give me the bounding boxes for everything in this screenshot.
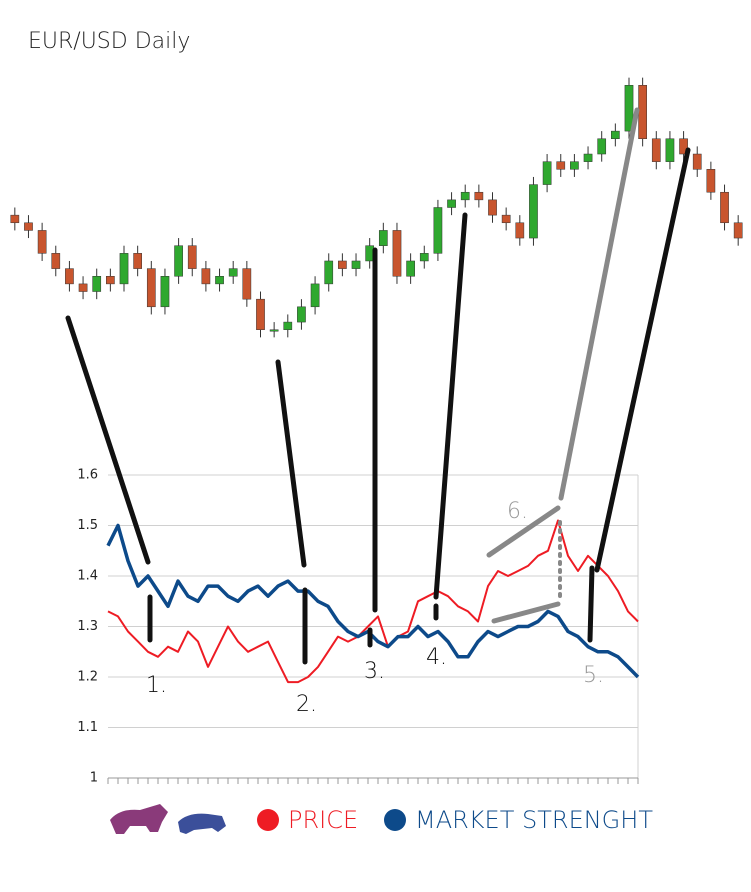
candle-body [119, 253, 129, 285]
candle-body [447, 199, 456, 208]
candle-body [133, 253, 143, 269]
candle-body [474, 191, 484, 201]
candle-body [610, 130, 620, 140]
candle-body [651, 138, 661, 162]
candle-body [529, 184, 538, 239]
candle-body [78, 283, 88, 292]
y-tick-label: 1.5 [77, 518, 98, 533]
candle-body [324, 260, 334, 285]
candle-body [488, 199, 497, 216]
candle-body [228, 268, 238, 277]
candle-body [419, 253, 429, 262]
connector [275, 359, 307, 568]
legend: PRICE MARKET STRENGHT [257, 806, 653, 834]
candle-body [392, 230, 402, 277]
annotation: 6. [507, 499, 528, 524]
legend-marker [257, 809, 279, 831]
candle-body [733, 222, 743, 239]
candle-body [338, 260, 347, 269]
candle-body [433, 207, 443, 254]
series-line [106, 523, 640, 679]
series-line [107, 519, 639, 684]
connector [65, 315, 151, 565]
candle-body [583, 153, 593, 162]
y-tick-label: 1 [90, 771, 98, 786]
candle-body [597, 138, 607, 155]
bull-icon [110, 804, 168, 834]
candle-body [556, 161, 566, 170]
candle-body [378, 230, 388, 246]
annotation: 5. [583, 663, 604, 688]
legend-marker [384, 809, 406, 831]
candle-body [37, 230, 47, 254]
candle-body [679, 138, 688, 155]
plot: 1 1.1 1.2 1.3 1.4 1.5 1.6 [77, 468, 640, 786]
candle-body [706, 169, 716, 193]
candle-body [24, 222, 33, 231]
bull-bear-logo [110, 804, 226, 834]
candle-body [542, 161, 552, 185]
candle-body [297, 306, 306, 323]
candle-body [720, 191, 729, 224]
connectors [65, 107, 691, 665]
candle-body [10, 214, 20, 224]
trend-line [486, 505, 561, 558]
candle-body [269, 329, 279, 332]
annotation: 3. [364, 659, 385, 684]
annotation: 2. [296, 692, 317, 717]
y-tick-label: 1.3 [77, 619, 98, 634]
candle-body [665, 138, 675, 162]
y-tick-label: 1.2 [77, 670, 98, 685]
candle-body [242, 268, 252, 300]
candle-body [310, 283, 320, 308]
candles [10, 77, 743, 338]
candle-body [92, 276, 102, 292]
legend-label: PRICE [288, 806, 358, 834]
candle-body [146, 268, 156, 308]
candle-body [624, 85, 634, 132]
y-tick-label: 1.4 [77, 569, 98, 584]
connector [558, 107, 640, 501]
candle-body [201, 268, 211, 285]
candle-body [106, 276, 115, 285]
candle-body [515, 222, 525, 239]
annotation: 1. [146, 673, 167, 698]
candle-body [638, 85, 647, 139]
annotation: 4. [426, 645, 447, 670]
candle-body [256, 298, 265, 330]
candle-body [160, 276, 170, 308]
candle-body [174, 245, 183, 277]
connector [433, 212, 468, 600]
candle-body [283, 321, 293, 330]
y-tick-label: 1.6 [77, 468, 98, 483]
connector [594, 147, 691, 573]
divergence-bar [587, 565, 595, 643]
candle-body [65, 268, 74, 285]
candle-body [460, 191, 470, 201]
bear-icon [178, 813, 226, 834]
candle-body [570, 161, 579, 170]
candle-body [187, 245, 197, 269]
trend-line [491, 601, 561, 624]
annotations: 1. 2. 3. 4. 5. 6. [146, 499, 604, 717]
candle-body [501, 214, 511, 224]
legend-label: MARKET STRENGHT [415, 806, 653, 834]
y-tick-label: 1.1 [77, 720, 98, 735]
candle-body [215, 276, 224, 285]
chart-title: EUR/USD Daily [28, 29, 190, 54]
candle-body [692, 153, 702, 170]
candle-body [351, 260, 361, 269]
candle-body [51, 253, 61, 269]
candle-body [406, 260, 415, 277]
